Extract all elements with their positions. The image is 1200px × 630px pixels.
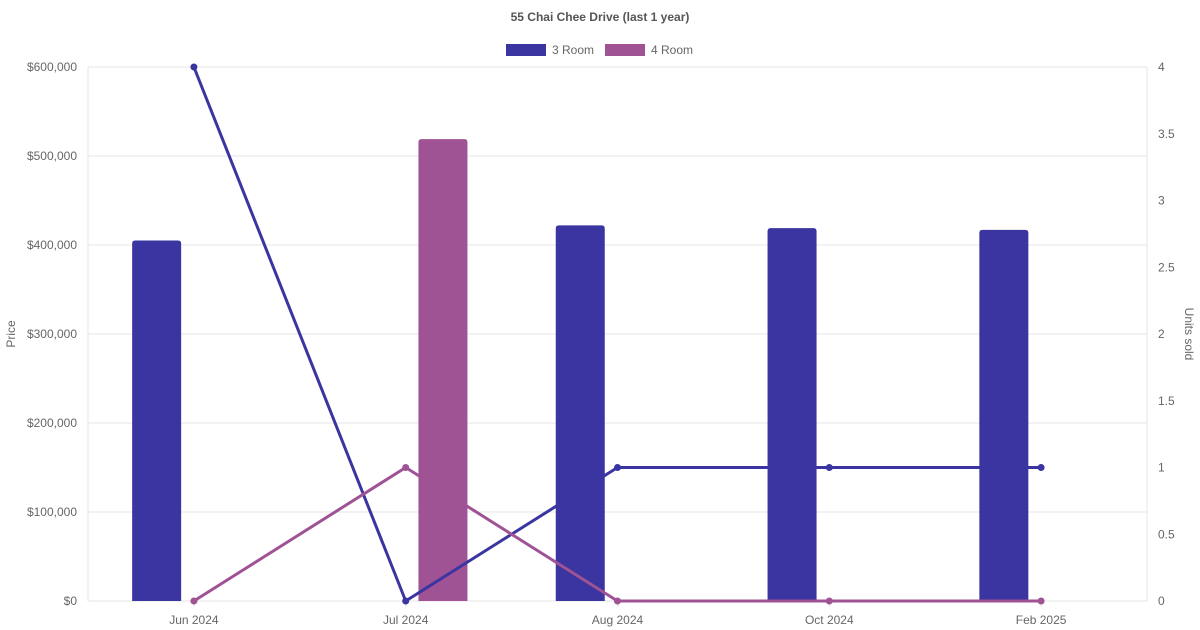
left-tick-label-5: $500,000 bbox=[27, 149, 77, 163]
left-axis-title: Price bbox=[4, 320, 18, 348]
legend-swatch-3-room[interactable] bbox=[506, 44, 546, 56]
right-tick-label-1: 0.5 bbox=[1158, 527, 1175, 541]
left-tick-label-4: $400,000 bbox=[27, 238, 77, 252]
right-tick-label-6: 3 bbox=[1158, 194, 1165, 208]
units-point-3-room-jul-2024[interactable] bbox=[402, 597, 410, 605]
legend-swatch-4-room[interactable] bbox=[605, 44, 645, 56]
right-tick-label-2: 1 bbox=[1158, 461, 1165, 475]
right-tick-label-0: 0 bbox=[1158, 594, 1165, 608]
x-tick-label-aug-2024: Aug 2024 bbox=[592, 613, 644, 627]
units-point-4-room-jul-2024[interactable] bbox=[402, 464, 410, 471]
legend-label-4-room[interactable]: 4 Room bbox=[651, 43, 693, 57]
units-point-4-room-aug-2024[interactable] bbox=[614, 597, 621, 605]
left-axis-ticks: $0 $100,000 $200,000 $300,000 $400,000 $500,0… bbox=[27, 60, 77, 608]
right-axis-title: Units sold bbox=[1182, 308, 1196, 361]
bars bbox=[132, 139, 1029, 602]
bar-3-room-aug-2024[interactable] bbox=[555, 225, 605, 602]
units-point-4-room-jun-2024[interactable] bbox=[190, 597, 198, 605]
legend: 3 Room 4 Room bbox=[506, 43, 693, 57]
right-axis-ticks: 0 0.5 1 1.5 2 2.5 3 3.5 4 bbox=[1158, 60, 1175, 608]
x-tick-label-oct-2024: Oct 2024 bbox=[805, 613, 854, 627]
units-point-3-room-aug-2024[interactable] bbox=[614, 464, 621, 471]
units-line-4-room bbox=[193, 466, 1042, 603]
right-tick-label-3: 1.5 bbox=[1158, 394, 1175, 408]
right-tick-label-5: 2.5 bbox=[1158, 260, 1175, 274]
units-point-3-room-jun-2024[interactable] bbox=[190, 63, 198, 71]
left-tick-label-6: $600,000 bbox=[27, 60, 77, 74]
x-tick-label-jun-2024: Jun 2024 bbox=[169, 613, 219, 627]
bar-3-room-oct-2024[interactable] bbox=[767, 228, 817, 601]
bar-3-room-feb-2025[interactable] bbox=[979, 229, 1029, 601]
chart-title: 55 Chai Chee Drive (last 1 year) bbox=[511, 10, 690, 24]
x-tick-label-jul-2024: Jul 2024 bbox=[383, 613, 429, 627]
units-point-3-room-oct-2024[interactable] bbox=[825, 464, 833, 471]
left-tick-label-3: $300,000 bbox=[27, 327, 77, 341]
legend-label-3-room[interactable]: 3 Room bbox=[552, 43, 594, 57]
x-tick-label-feb-2025: Feb 2025 bbox=[1016, 613, 1067, 627]
right-tick-label-4: 2 bbox=[1158, 327, 1165, 341]
bar-3-room-jun-2024[interactable] bbox=[132, 240, 182, 602]
right-tick-label-8: 4 bbox=[1158, 60, 1165, 74]
unit-points bbox=[190, 63, 1045, 605]
units-point-4-room-oct-2024[interactable] bbox=[825, 597, 833, 605]
units-point-3-room-feb-2025[interactable] bbox=[1037, 464, 1045, 471]
bar-4-room-jul-2024[interactable] bbox=[418, 139, 468, 601]
x-axis-ticks: Jun 2024 Jul 2024 Aug 2024 Oct 2024 Feb 2025 bbox=[169, 613, 1067, 627]
right-tick-label-7: 3.5 bbox=[1158, 127, 1175, 141]
left-tick-label-1: $100,000 bbox=[27, 505, 77, 519]
units-point-4-room-feb-2025[interactable] bbox=[1037, 597, 1045, 605]
left-tick-label-2: $200,000 bbox=[27, 416, 77, 430]
left-tick-label-0: $0 bbox=[64, 594, 78, 608]
